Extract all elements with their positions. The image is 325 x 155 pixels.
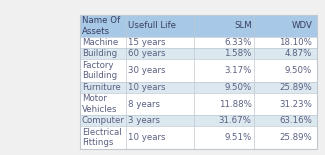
Text: 18.10%: 18.10% (280, 38, 312, 47)
Bar (80, 15, 317, 149)
Text: 31.67%: 31.67% (219, 116, 252, 125)
Bar (80, 59, 317, 82)
Text: Furniture: Furniture (82, 83, 121, 92)
Text: Name Of
Assets: Name Of Assets (82, 16, 120, 36)
Text: 3 years: 3 years (128, 116, 160, 125)
Text: Machine: Machine (82, 38, 118, 47)
Text: 10 years: 10 years (128, 83, 166, 92)
Text: SLM: SLM (234, 21, 252, 30)
Text: Building: Building (82, 49, 117, 58)
Text: 30 years: 30 years (128, 66, 166, 75)
Bar (80, 126, 317, 149)
Bar (80, 93, 317, 115)
Text: 31.23%: 31.23% (280, 100, 312, 109)
Bar (80, 48, 317, 59)
Text: 9.50%: 9.50% (285, 66, 312, 75)
Text: 63.16%: 63.16% (280, 116, 312, 125)
Text: 6.33%: 6.33% (224, 38, 252, 47)
Text: Factory
Building: Factory Building (82, 61, 117, 80)
Text: 9.50%: 9.50% (225, 83, 252, 92)
Bar (80, 15, 317, 37)
Text: 1.58%: 1.58% (224, 49, 252, 58)
Text: 10 years: 10 years (128, 133, 166, 142)
Text: Electrical
Fittings: Electrical Fittings (82, 128, 122, 147)
Text: 4.87%: 4.87% (285, 49, 312, 58)
Text: 11.88%: 11.88% (219, 100, 252, 109)
Text: 60 years: 60 years (128, 49, 166, 58)
Text: 3.17%: 3.17% (224, 66, 252, 75)
Text: Motor
Vehicles: Motor Vehicles (82, 94, 117, 114)
Text: 25.89%: 25.89% (280, 83, 312, 92)
Text: 15 years: 15 years (128, 38, 166, 47)
Text: WDV: WDV (291, 21, 312, 30)
Text: 9.51%: 9.51% (225, 133, 252, 142)
Bar (80, 82, 317, 93)
Bar (80, 115, 317, 126)
Bar (80, 37, 317, 48)
Text: 25.89%: 25.89% (280, 133, 312, 142)
Text: Usefull Life: Usefull Life (128, 21, 176, 30)
Text: Computer: Computer (82, 116, 125, 125)
Text: 8 years: 8 years (128, 100, 160, 109)
